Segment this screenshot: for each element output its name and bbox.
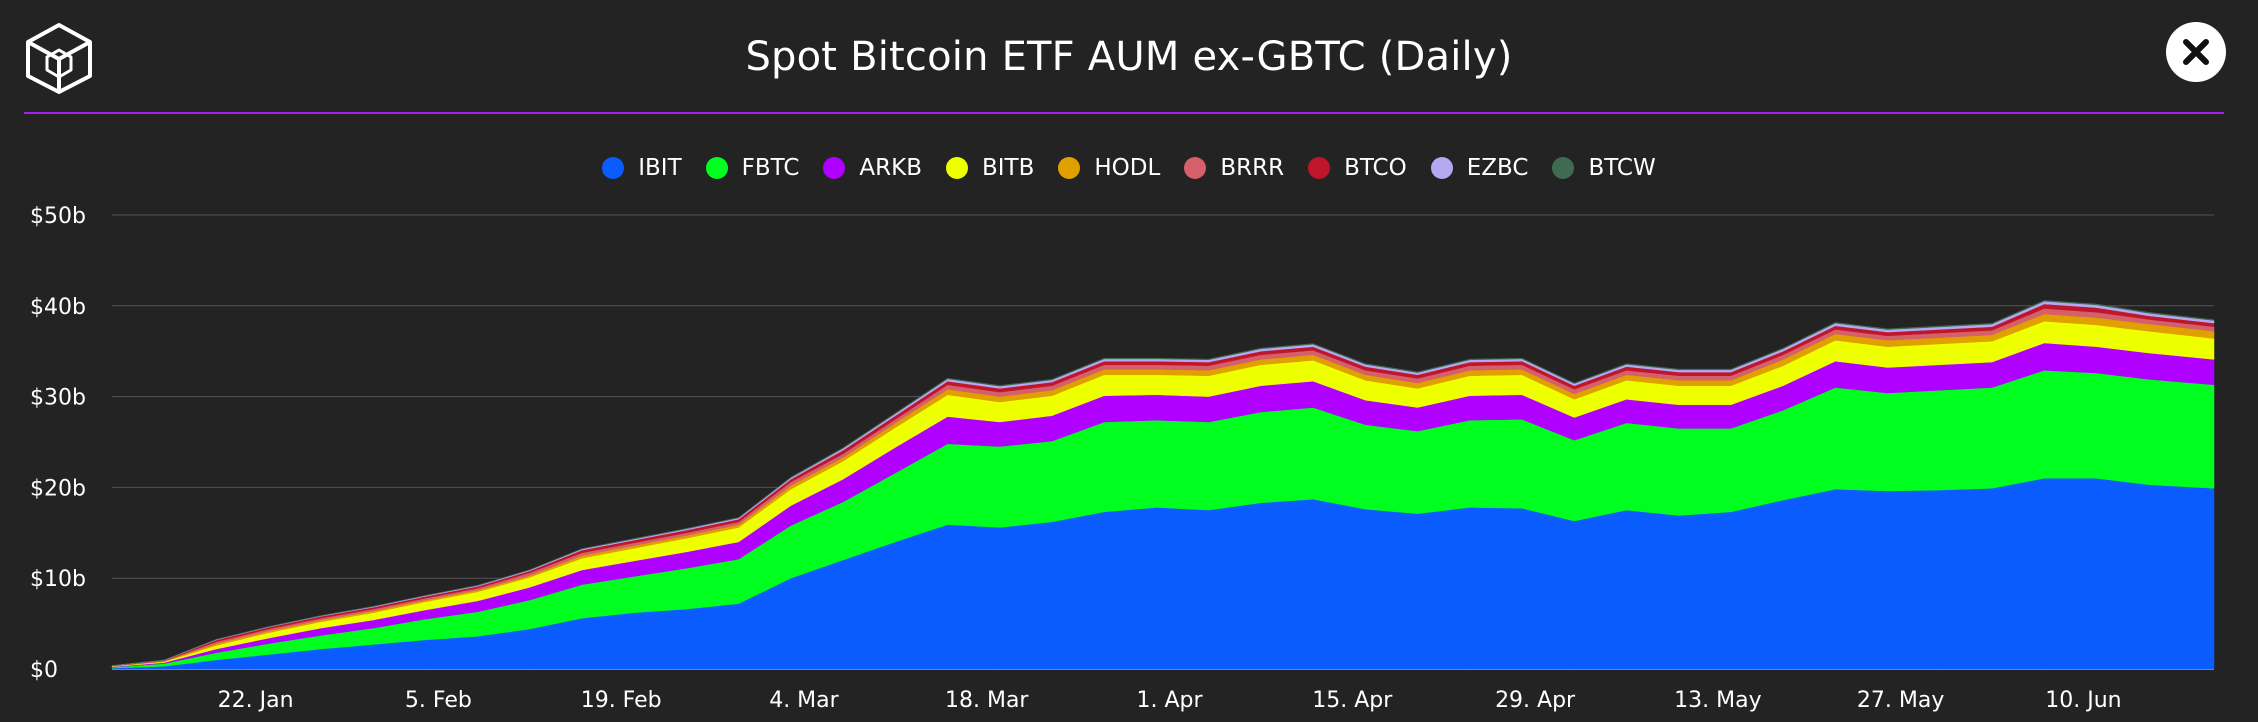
legend-label: BTCO [1344, 155, 1407, 181]
y-tick-label: $30b [30, 386, 86, 411]
x-tick-label: 29. Apr [1495, 688, 1576, 713]
x-tick-label: 13. May [1674, 688, 1761, 713]
legend-item-btco[interactable]: BTCO [1308, 155, 1407, 181]
legend-item-btcw[interactable]: BTCW [1552, 155, 1656, 181]
legend-swatch [946, 157, 968, 179]
x-tick-label: 5. Feb [405, 688, 472, 713]
legend-label: BRRR [1220, 155, 1285, 181]
x-tick-label: 10. Jun [2045, 688, 2121, 713]
legend-label: ARKB [859, 155, 922, 181]
close-button[interactable] [2166, 22, 2226, 82]
x-tick-label: 19. Feb [581, 688, 662, 713]
close-icon [2183, 39, 2209, 65]
x-tick-label: 18. Mar [945, 688, 1029, 713]
legend-label: HODL [1094, 155, 1161, 181]
legend-item-brrr[interactable]: BRRR [1184, 155, 1284, 181]
legend-swatch [1552, 157, 1575, 179]
area-series-btcw[interactable] [111, 300, 2215, 666]
legend-swatch [1308, 157, 1331, 179]
legend-item-ibit[interactable]: IBIT [602, 155, 682, 181]
y-tick-label: $10b [30, 567, 86, 592]
y-tick-label: $0 [30, 658, 58, 683]
legend-label: BITB [982, 155, 1035, 181]
chart-title: Spot Bitcoin ETF AUM ex-GBTC (Daily) [745, 34, 1513, 80]
legend-label: EZBC [1466, 155, 1529, 181]
legend-label: FBTC [741, 155, 800, 181]
y-tick-label: $20b [30, 476, 86, 501]
legend-swatch [823, 157, 846, 179]
legend-label: IBIT [638, 155, 682, 181]
x-tick-label: 4. Mar [769, 688, 839, 713]
chart-legend: IBIT FBTC ARKB BITB HODL BRRR BTCO EZBC BTCW [0, 150, 2258, 186]
header-divider [24, 112, 2224, 114]
x-tick-label: 15. Apr [1312, 688, 1393, 713]
legend-label: BTCW [1588, 155, 1656, 181]
x-tick-label: 1. Apr [1137, 688, 1204, 713]
legend-swatch [1430, 157, 1453, 179]
x-tick-label: 22. Jan [218, 688, 294, 713]
y-tick-label: $40b [30, 295, 86, 320]
legend-swatch [602, 157, 625, 179]
cube-logo-icon [26, 23, 92, 94]
x-tick-label: 27. May [1857, 688, 1944, 713]
legend-item-arkb[interactable]: ARKB [823, 155, 922, 181]
legend-swatch [705, 157, 728, 179]
legend-swatch [1184, 157, 1207, 179]
legend-item-bitb[interactable]: BITB [946, 155, 1034, 181]
y-tick-label: $50b [30, 204, 86, 229]
legend-item-ezbc[interactable]: EZBC [1430, 155, 1529, 181]
legend-item-hodl[interactable]: HODL [1058, 155, 1160, 181]
legend-item-fbtc[interactable]: FBTC [705, 155, 800, 181]
chart-header: Spot Bitcoin ETF AUM ex-GBTC (Daily) [0, 0, 2258, 115]
legend-swatch [1058, 157, 1081, 179]
